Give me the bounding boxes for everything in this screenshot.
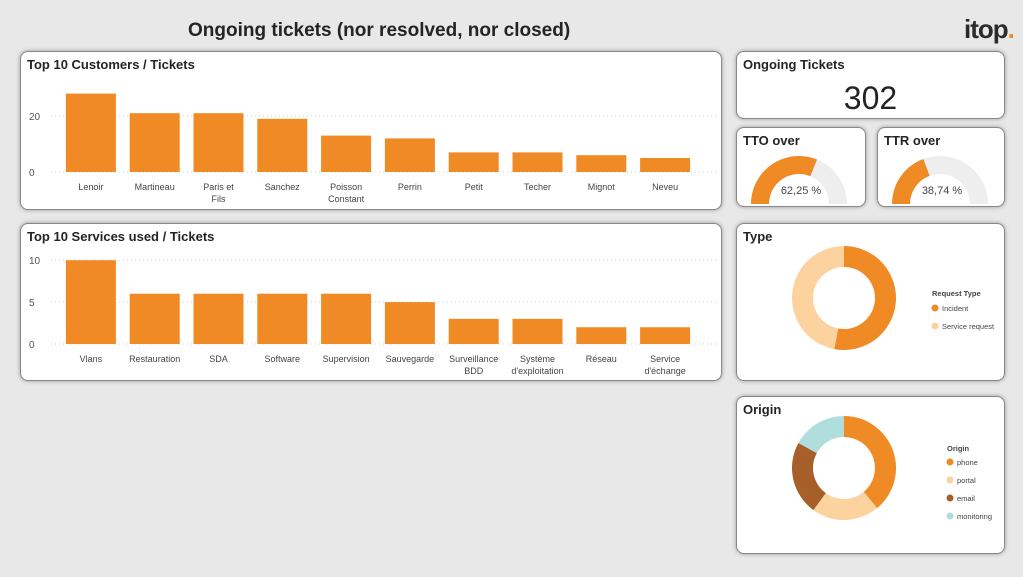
services-title: Top 10 Services used / Tickets <box>27 229 215 244</box>
x-tick-label: Paris et Fils <box>203 182 234 204</box>
x-tick-label: Vlans <box>80 354 103 364</box>
donut-slice <box>834 246 896 350</box>
legend-title: Origin <box>947 444 970 453</box>
origin-card: Origin Origin phone portal email monitoring <box>736 396 1005 554</box>
x-tick-label: Software <box>265 354 301 364</box>
ongoing-tickets-card: Ongoing Tickets 302 <box>736 51 1005 119</box>
bar <box>193 113 244 172</box>
x-tick-label: Poisson Constant <box>328 182 365 204</box>
tto-title: TTO over <box>743 133 800 148</box>
legend-label: portal <box>957 476 976 485</box>
y-tick-label: 5 <box>29 298 35 309</box>
x-tick-label: Restauration <box>129 354 180 364</box>
bar <box>448 318 499 344</box>
tto-gauge: 62,25 % <box>751 156 847 204</box>
type-donut: Request Type Incident Service request <box>791 246 995 350</box>
customers-card: Top 10 Customers / Tickets 0 20 Lenoir Mart… <box>20 51 722 210</box>
bar <box>384 302 435 344</box>
legend-label: email <box>957 494 975 503</box>
legend-marker <box>946 476 954 484</box>
bar <box>129 293 180 344</box>
bar <box>512 318 563 344</box>
page-title: Ongoing tickets (nor resolved, nor close… <box>188 20 571 41</box>
bar <box>65 93 116 172</box>
bar <box>640 327 691 344</box>
x-tick-label: Lenoir <box>78 182 103 192</box>
gauge-value-label: 38,74 % <box>922 185 963 197</box>
legend-label: Service request <box>942 322 995 331</box>
x-tick-label: Mignot <box>588 182 616 192</box>
type-title: Type <box>743 229 773 244</box>
ttr-title: TTR over <box>884 133 941 148</box>
customers-title: Top 10 Customers / Tickets <box>27 57 195 72</box>
legend-label: phone <box>957 458 978 467</box>
x-tick-label: Réseau <box>586 354 617 364</box>
legend-marker <box>946 512 954 520</box>
bar <box>193 293 244 344</box>
legend-marker <box>946 458 954 466</box>
gauge-fill <box>751 156 818 204</box>
x-tick-label: Service d'échange <box>644 354 685 376</box>
bar <box>257 293 308 344</box>
x-tick-label: Supervision <box>323 354 370 364</box>
gauge-value-label: 62,25 % <box>781 185 822 197</box>
kpi-title: Ongoing Tickets <box>743 57 845 72</box>
legend-label: monitoring <box>957 512 992 521</box>
bar <box>321 135 372 172</box>
services-bar-chart: 0 5 10 Vlans Restauration SDA Software Supervis… <box>29 256 716 376</box>
legend-marker <box>946 494 954 502</box>
bar <box>576 155 627 172</box>
donut-slice <box>792 442 826 511</box>
x-tick-label: Sauvegarde <box>386 354 435 364</box>
x-tick-label: Perrin <box>398 182 422 192</box>
gauge-fill <box>892 158 930 204</box>
donut-slice <box>798 416 844 454</box>
x-tick-label: Techer <box>524 182 551 192</box>
y-tick-label: 0 <box>29 340 35 351</box>
x-tick-label: Martineau <box>135 182 175 192</box>
donut-slice <box>791 246 844 350</box>
bar <box>321 293 372 344</box>
x-tick-label: Système d'exploitation <box>511 354 563 376</box>
ttr-card: TTR over 38,74 % <box>877 127 1005 207</box>
kpi-value: 302 <box>843 80 898 116</box>
y-tick-label: 0 <box>29 168 35 179</box>
x-tick-label: SDA <box>209 354 228 364</box>
legend-title: Request Type <box>932 289 981 298</box>
origin-title: Origin <box>743 402 782 417</box>
ttr-gauge: 38,74 % <box>892 156 988 204</box>
legend-label: Incident <box>942 304 969 313</box>
donut-slice <box>844 416 896 509</box>
donut-slice <box>813 491 878 520</box>
x-tick-label: Sanchez <box>265 182 301 192</box>
bar <box>640 158 691 172</box>
legend-marker <box>931 322 939 330</box>
tto-card: TTO over 62,25 % <box>736 127 866 207</box>
type-card: Type Request Type Incident Service request <box>736 223 1005 381</box>
bar <box>384 138 435 172</box>
origin-donut: Origin phone portal email monitoring <box>792 416 992 521</box>
x-tick-label: Petit <box>465 182 484 192</box>
bar <box>129 113 180 172</box>
customers-bar-chart: 0 20 Lenoir Martineau Paris et Fils Sanchez Poi… <box>29 93 716 204</box>
services-card: Top 10 Services used / Tickets 0 5 10 Vlans… <box>20 223 722 381</box>
y-tick-label: 10 <box>29 256 41 267</box>
x-tick-label: Surveillance BDD <box>449 354 498 376</box>
bar <box>448 152 499 172</box>
itop-logo: itop. <box>964 14 1015 44</box>
bar <box>576 327 627 344</box>
bar <box>65 260 116 344</box>
bar <box>257 118 308 172</box>
x-tick-label: Neveu <box>652 182 678 192</box>
legend-marker <box>931 304 939 312</box>
bar <box>512 152 563 172</box>
y-tick-label: 20 <box>29 112 41 123</box>
